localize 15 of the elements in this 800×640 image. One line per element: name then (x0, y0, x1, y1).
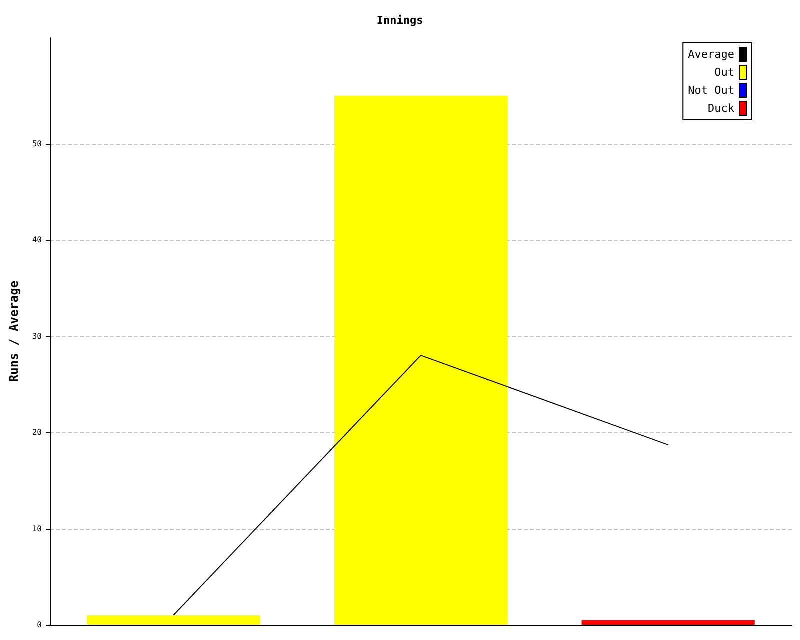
bar (334, 96, 508, 625)
legend-label: Average (688, 48, 734, 61)
y-axis-title: Runs / Average (7, 280, 21, 382)
y-tick-label: 40 (32, 236, 42, 245)
legend-label: Not Out (688, 84, 734, 97)
y-tick-label: 20 (32, 428, 42, 438)
bar (87, 615, 260, 625)
bar (582, 620, 755, 625)
y-tick-label: 10 (32, 524, 42, 534)
y-tick-label: 30 (32, 332, 42, 341)
y-tick-label: 50 (32, 139, 42, 148)
chart-title: Innings (376, 14, 424, 27)
legend-label: Out (714, 66, 734, 79)
y-tick-label: 0 (37, 620, 42, 630)
legend-label: Duck (708, 102, 735, 115)
